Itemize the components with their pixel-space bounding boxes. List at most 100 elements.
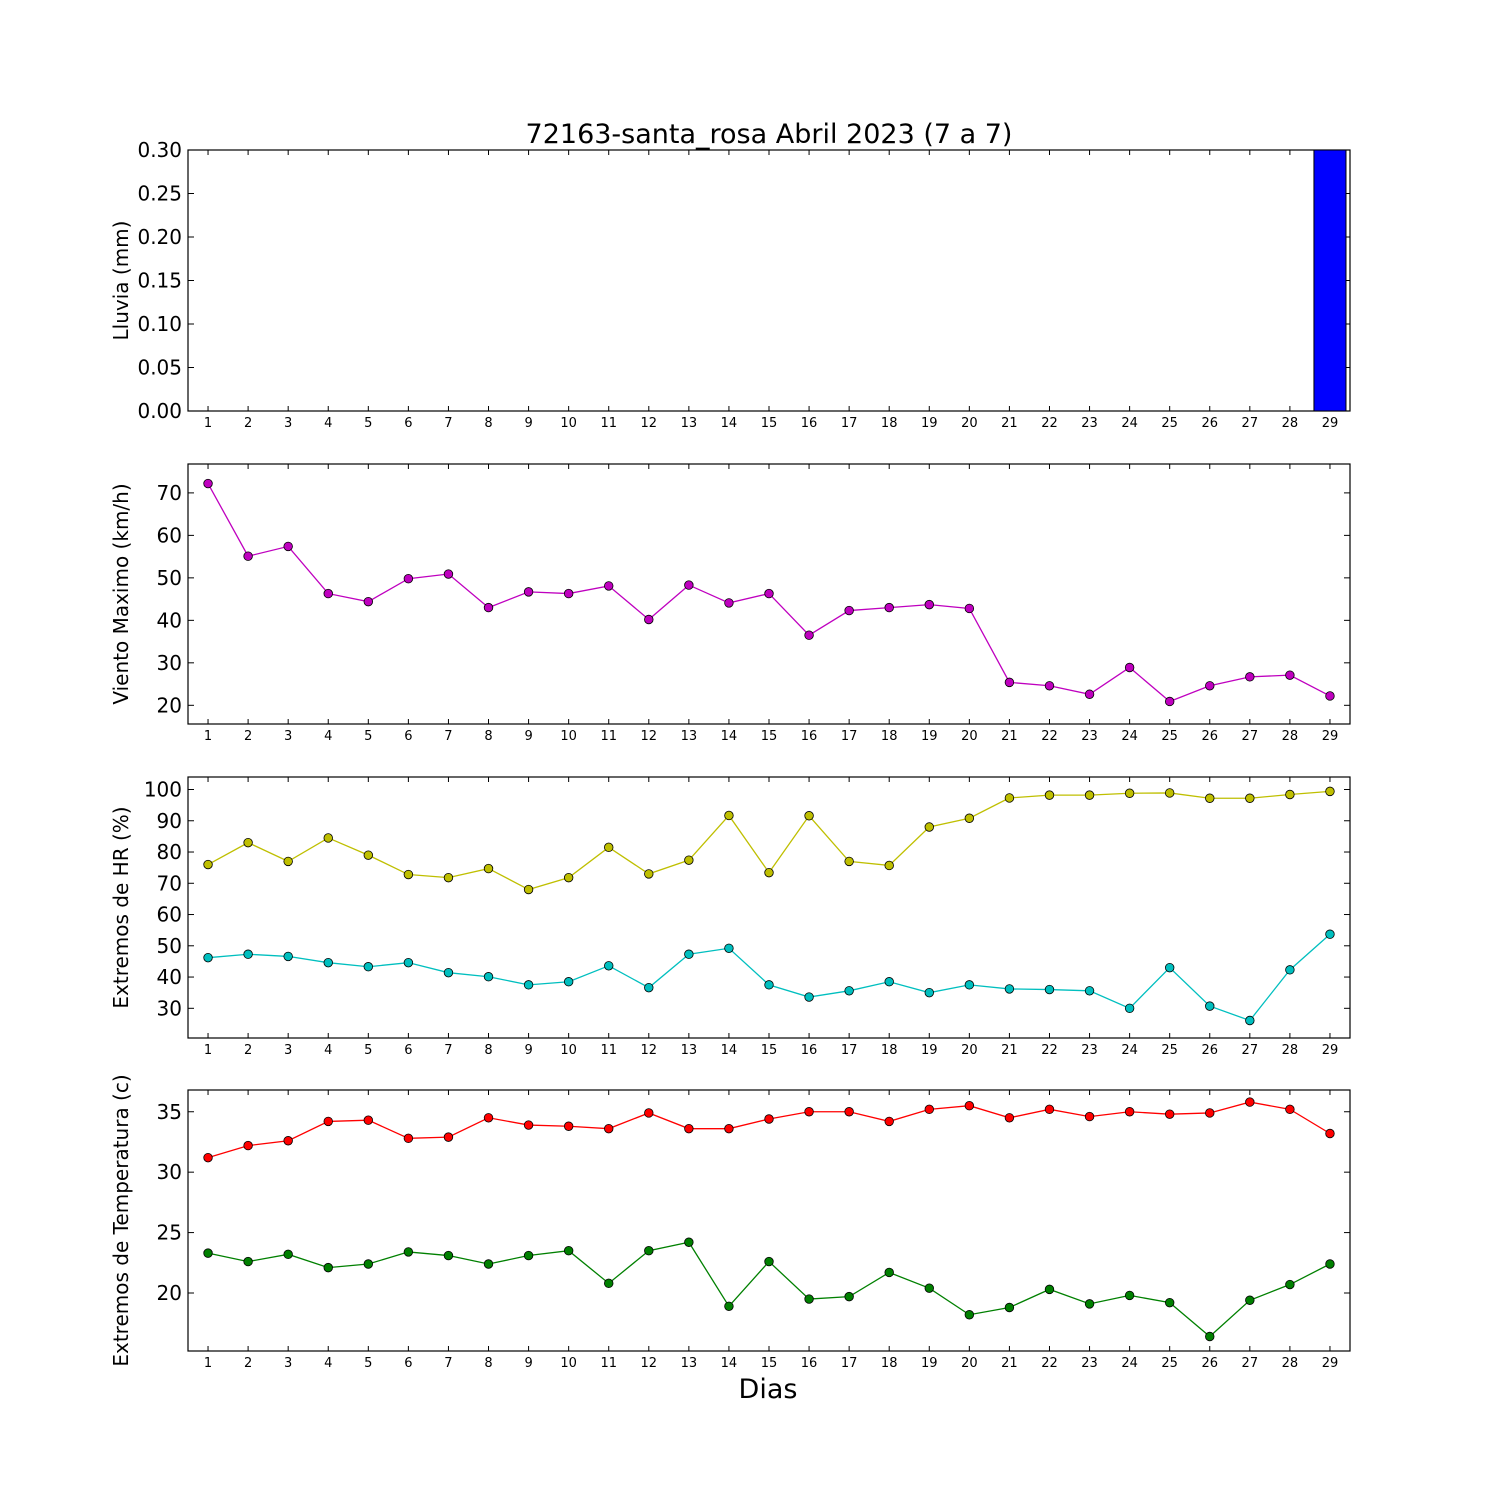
x-tick-label: 17 — [841, 1043, 858, 1058]
data-point — [483, 972, 494, 982]
y-tick-label: 20 — [157, 693, 182, 717]
data-point — [443, 967, 454, 978]
data-point — [724, 598, 734, 608]
data-point — [684, 949, 694, 959]
data-point — [964, 813, 975, 823]
data-point — [724, 810, 734, 821]
x-tick-label: 1 — [204, 1043, 212, 1058]
data-point — [964, 1310, 975, 1320]
data-point — [644, 869, 654, 879]
data-point — [964, 1101, 975, 1111]
x-tick-label: 9 — [524, 416, 532, 431]
x-tick-label: 12 — [641, 416, 658, 431]
x-tick-label: 2 — [244, 729, 252, 744]
x-tick-label: 15 — [761, 1043, 778, 1058]
data-point — [203, 859, 213, 870]
data-point — [1205, 1331, 1215, 1342]
x-tick-label: 29 — [1322, 1356, 1339, 1371]
data-point — [323, 957, 333, 968]
data-point — [924, 822, 934, 832]
data-point — [1164, 788, 1175, 798]
data-point — [684, 1237, 694, 1247]
data-point — [964, 980, 975, 990]
data-point — [1245, 1015, 1255, 1026]
x-tick-label: 12 — [641, 1356, 658, 1371]
x-tick-label: 26 — [1201, 1043, 1218, 1058]
data-point — [644, 1108, 654, 1118]
y-tick-label: 25 — [157, 1221, 182, 1245]
data-point — [363, 1115, 374, 1125]
data-point — [243, 949, 253, 959]
x-tick-label: 14 — [721, 729, 738, 744]
series-line — [207, 1101, 1331, 1159]
data-point — [443, 569, 454, 579]
data-point — [884, 1267, 894, 1278]
x-tick-label: 25 — [1161, 1043, 1178, 1058]
x-tick-label: 8 — [484, 1043, 492, 1058]
data-point — [1325, 691, 1335, 701]
x-tick-label: 27 — [1242, 1356, 1259, 1371]
y-tick-label: 20 — [157, 1281, 182, 1305]
x-tick-label: 17 — [841, 729, 858, 744]
data-point — [1124, 662, 1135, 673]
data-point — [1044, 1104, 1055, 1115]
data-point — [243, 551, 253, 561]
x-tick-label: 20 — [961, 1356, 978, 1371]
data-point — [1124, 1003, 1135, 1014]
y-tick-label: 60 — [157, 903, 182, 927]
data-point — [1164, 962, 1175, 973]
data-point — [483, 1259, 494, 1269]
x-tick-label: 13 — [681, 1043, 698, 1058]
x-tick-label: 15 — [761, 729, 778, 744]
data-point — [1164, 1109, 1175, 1119]
data-point — [604, 1278, 614, 1289]
data-point — [924, 599, 934, 610]
data-point — [403, 1247, 414, 1257]
data-point — [1044, 984, 1055, 995]
data-point — [1285, 789, 1295, 800]
x-tick-label: 9 — [524, 1356, 532, 1371]
x-tick-label: 26 — [1201, 1356, 1218, 1371]
data-point — [724, 943, 734, 953]
data-point — [523, 980, 534, 990]
data-point — [323, 833, 333, 843]
x-tick-label: 14 — [721, 1356, 738, 1371]
x-tick-label: 21 — [1001, 416, 1018, 431]
data-point — [283, 1136, 293, 1146]
x-tick-label: 6 — [404, 1356, 412, 1371]
x-tick-label: 6 — [404, 1043, 412, 1058]
data-point — [1004, 984, 1015, 994]
x-tick-label: 1 — [204, 729, 212, 744]
data-point — [764, 867, 774, 878]
y-tick-label: 70 — [157, 871, 182, 895]
y-tick-label: 80 — [157, 840, 182, 864]
x-tick-label: 2 — [244, 416, 252, 431]
x-tick-label: 22 — [1041, 416, 1058, 431]
data-point — [804, 992, 814, 1002]
x-tick-label: 4 — [324, 1043, 332, 1058]
data-point — [363, 1259, 374, 1269]
x-tick-label: 28 — [1282, 729, 1299, 744]
data-point — [1245, 672, 1255, 682]
data-point — [1205, 1108, 1215, 1118]
y-tick-label: 0.05 — [137, 356, 182, 380]
x-tick-label: 18 — [881, 729, 898, 744]
data-point — [764, 1256, 774, 1267]
data-point — [403, 957, 414, 968]
data-point — [844, 1291, 854, 1302]
x-tick-label: 13 — [681, 729, 698, 744]
chart-title: 72163-santa_rosa Abril 2023 (7 a 7) — [526, 119, 1013, 150]
x-tick-label: 19 — [921, 416, 938, 431]
y-tick-label: 40 — [157, 608, 182, 632]
data-point — [764, 980, 774, 990]
data-point — [1285, 1104, 1295, 1115]
data-point — [724, 1123, 734, 1134]
y-axis-label: Extremos de HR (%) — [109, 806, 133, 1008]
y-tick-label: 50 — [157, 566, 182, 590]
x-tick-label: 27 — [1242, 729, 1259, 744]
x-tick-label: 28 — [1282, 416, 1299, 431]
data-point — [1245, 1097, 1255, 1107]
x-tick-label: 8 — [484, 416, 492, 431]
